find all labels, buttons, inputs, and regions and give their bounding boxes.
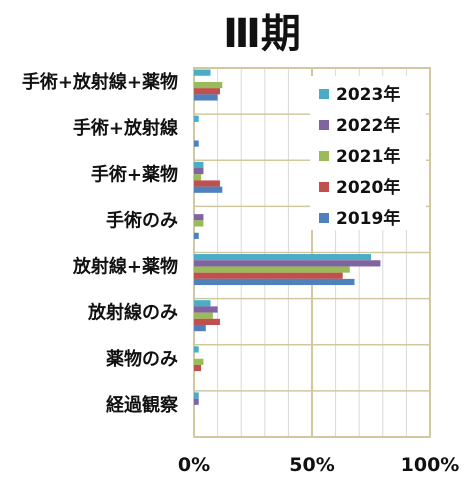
category-label: 手術+薬物 bbox=[91, 163, 178, 185]
legend-swatch bbox=[319, 89, 329, 99]
x-tick-label: 100% bbox=[401, 454, 460, 476]
x-tick-label: 0% bbox=[178, 454, 210, 476]
category-label: 手術+放射線+薬物 bbox=[22, 71, 178, 93]
bar bbox=[194, 358, 204, 365]
bar bbox=[194, 214, 204, 221]
bar bbox=[194, 318, 220, 325]
bar bbox=[194, 364, 202, 372]
bar bbox=[194, 392, 199, 399]
bar bbox=[194, 260, 381, 267]
legend-label: 2023年 bbox=[336, 84, 400, 105]
bar bbox=[194, 161, 204, 169]
bar bbox=[194, 254, 371, 261]
bar bbox=[194, 324, 206, 332]
bar bbox=[194, 69, 211, 76]
legend-swatch bbox=[319, 182, 329, 192]
bar bbox=[194, 168, 204, 175]
plot-border bbox=[193, 67, 431, 438]
legend: 2023年 2022年 2021年 2020年 2019年 bbox=[310, 76, 426, 230]
bar bbox=[194, 266, 350, 273]
x-tick-labels: 0% 50% 100% bbox=[178, 454, 459, 476]
bar bbox=[194, 220, 204, 227]
bars-layer bbox=[194, 69, 381, 405]
bar bbox=[194, 174, 202, 181]
legend-label: 2022年 bbox=[336, 115, 400, 136]
legend-background bbox=[310, 76, 426, 230]
bar bbox=[194, 140, 199, 147]
bar bbox=[194, 306, 218, 313]
chart-title: Ⅲ期 bbox=[223, 11, 301, 57]
bar bbox=[194, 398, 199, 405]
bar bbox=[194, 300, 211, 307]
bar bbox=[194, 272, 343, 279]
legend-swatch bbox=[319, 213, 329, 223]
legend-swatch bbox=[319, 151, 329, 161]
category-label: 放射線+薬物 bbox=[72, 256, 178, 278]
bar bbox=[194, 278, 355, 286]
legend-label: 2020年 bbox=[336, 177, 400, 198]
category-label: 放射線のみ bbox=[87, 302, 178, 324]
bar bbox=[194, 88, 220, 95]
x-tick-label: 50% bbox=[289, 454, 334, 476]
legend-label: 2021年 bbox=[336, 146, 400, 167]
bar bbox=[194, 115, 199, 122]
bar bbox=[194, 232, 199, 239]
category-label: 経過観察 bbox=[106, 394, 179, 416]
legend-swatch bbox=[319, 120, 329, 130]
legend-label: 2019年 bbox=[336, 208, 400, 229]
bar bbox=[194, 180, 220, 187]
bar bbox=[194, 312, 213, 319]
category-labels: 手術+放射線+薬物手術+放射線手術+薬物手術のみ放射線+薬物放射線のみ薬物のみ経… bbox=[22, 71, 179, 416]
category-label: 手術のみ bbox=[106, 209, 178, 231]
category-label: 手術+放射線 bbox=[73, 117, 178, 139]
bar bbox=[194, 186, 223, 193]
bar bbox=[194, 94, 218, 101]
bar bbox=[194, 346, 199, 353]
bar bbox=[194, 81, 223, 89]
category-label: 薬物のみ bbox=[106, 348, 178, 370]
